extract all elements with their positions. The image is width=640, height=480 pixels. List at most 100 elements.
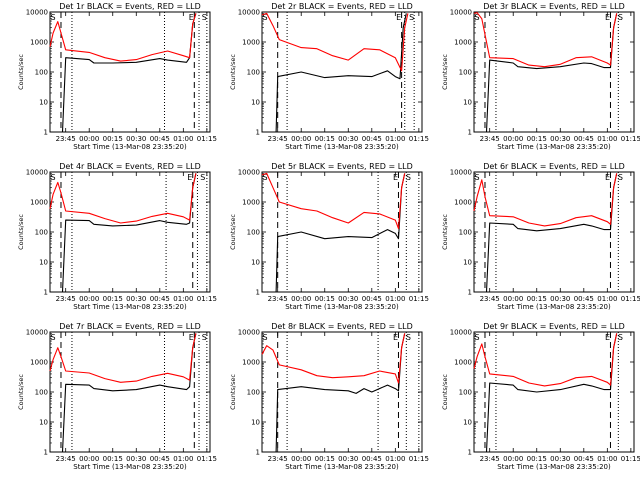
- x-tick-label: 23:45: [480, 295, 500, 303]
- plot-frame: [49, 331, 211, 453]
- y-tick-label: 10: [251, 259, 260, 267]
- y-tick-label: 1: [256, 289, 260, 297]
- y-tick-label: 1000: [242, 39, 260, 47]
- x-tick-label: 00:00: [291, 295, 311, 303]
- x-tick-label: 23:45: [268, 135, 288, 143]
- x-tick-label: 00:30: [550, 135, 570, 143]
- detector-panel-6: Det 6r BLACK = Events, RED = LLD 1 10 100 10…: [441, 162, 640, 311]
- x-tick-label: 01:00: [173, 295, 193, 303]
- x-tick-label: 00:30: [338, 455, 358, 463]
- lld-series-line: [261, 12, 409, 72]
- x-tick-label: 00:30: [550, 455, 570, 463]
- corner-label: S: [262, 173, 267, 182]
- x-tick-label: 00:00: [503, 295, 523, 303]
- corner-label: S: [200, 173, 205, 182]
- x-tick-label: 00:45: [150, 295, 170, 303]
- x-axis-label: Start Time (13-Mar-08 23:35:20): [497, 463, 611, 471]
- plot-frame: [261, 11, 423, 133]
- lld-series-line: [473, 333, 618, 387]
- x-tick-label: 01:00: [385, 455, 405, 463]
- detector-panel-7: Det 7r BLACK = Events, RED = LLD 1 10 100 10…: [17, 322, 217, 471]
- events-series-line: [474, 173, 618, 293]
- y-tick-label: 100: [35, 69, 48, 77]
- detector-panel-9: Det 9r BLACK = Events, RED = LLD 1 10 100 10…: [441, 322, 640, 471]
- corner-label: E: [605, 333, 610, 342]
- x-tick-label: 00:45: [574, 295, 594, 303]
- detector-panel-4: Det 4r BLACK = Events, RED = LLD 1 10 100 10…: [17, 162, 217, 311]
- x-tick-label: 01:00: [597, 295, 617, 303]
- y-tick-label: 1: [468, 289, 472, 297]
- corner-label: E: [396, 13, 401, 22]
- y-tick-label: 10: [463, 259, 472, 267]
- y-tick-label: 100: [247, 69, 260, 77]
- x-tick-label: 00:00: [503, 135, 523, 143]
- y-tick-label: 10000: [238, 9, 260, 17]
- x-tick-label: 00:15: [103, 135, 123, 143]
- x-tick-label: 00:30: [338, 135, 358, 143]
- y-tick-label: 10: [251, 419, 260, 427]
- y-axis-label: Counts/sec: [17, 374, 25, 410]
- x-tick-label: 23:45: [56, 295, 76, 303]
- plot-frame: [49, 171, 211, 293]
- corner-label: S: [202, 333, 207, 342]
- x-axis-label: Start Time (13-Mar-08 23:35:20): [497, 143, 611, 151]
- y-tick-label: 1: [44, 129, 48, 137]
- y-tick-label: 100: [459, 229, 472, 237]
- x-axis-label: Start Time (13-Mar-08 23:35:20): [285, 463, 399, 471]
- y-tick-label: 10: [463, 99, 472, 107]
- corner-label: S: [409, 13, 414, 22]
- x-axis-label: Start Time (13-Mar-08 23:35:20): [497, 303, 611, 311]
- x-axis-label: Start Time (13-Mar-08 23:35:20): [285, 303, 399, 311]
- detector-panel-1: Det 1r BLACK = Events, RED = LLD 1 10 100 10…: [17, 2, 217, 151]
- corner-label: E: [605, 173, 610, 182]
- x-tick-label: 00:30: [338, 295, 358, 303]
- x-tick-label: 00:00: [79, 135, 99, 143]
- y-tick-label: 1: [468, 129, 472, 137]
- corner-label: S: [406, 333, 411, 342]
- x-tick-label: 01:15: [197, 295, 217, 303]
- corner-label: S: [474, 173, 479, 182]
- y-tick-label: 10: [251, 99, 260, 107]
- x-tick-label: 00:45: [362, 295, 382, 303]
- y-axis-label: Counts/sec: [441, 374, 449, 410]
- corner-label: E: [393, 333, 398, 342]
- y-tick-label: 10: [39, 419, 48, 427]
- x-tick-label: 23:45: [480, 135, 500, 143]
- x-tick-label: 00:45: [150, 135, 170, 143]
- corner-label: S: [50, 333, 55, 342]
- detector-panel-8: Det 8r BLACK = Events, RED = LLD 1 10 100 10…: [229, 322, 429, 471]
- corner-label: S: [50, 173, 55, 182]
- y-tick-label: 1: [256, 129, 260, 137]
- y-tick-label: 1000: [242, 359, 260, 367]
- x-tick-label: 01:15: [409, 295, 429, 303]
- corner-label: S: [474, 333, 479, 342]
- corner-label: S: [474, 13, 479, 22]
- x-tick-label: 01:00: [385, 295, 405, 303]
- y-tick-label: 100: [35, 229, 48, 237]
- corner-label: S: [618, 13, 623, 22]
- lld-series-line: [49, 333, 197, 383]
- x-tick-label: 00:30: [126, 455, 146, 463]
- events-series-line: [262, 173, 406, 293]
- events-series-line: [474, 13, 618, 133]
- y-tick-label: 100: [247, 229, 260, 237]
- y-tick-label: 1000: [454, 199, 472, 207]
- x-tick-label: 00:30: [126, 295, 146, 303]
- y-tick-label: 10000: [450, 329, 472, 337]
- x-tick-label: 00:30: [126, 135, 146, 143]
- x-tick-label: 00:45: [574, 455, 594, 463]
- x-tick-label: 01:15: [621, 135, 640, 143]
- y-tick-label: 1000: [30, 199, 48, 207]
- y-axis-label: Counts/sec: [441, 54, 449, 90]
- events-series-line: [474, 333, 618, 453]
- y-tick-label: 1000: [454, 39, 472, 47]
- y-tick-label: 1000: [454, 359, 472, 367]
- x-tick-label: 01:00: [173, 135, 193, 143]
- x-tick-label: 01:00: [385, 135, 405, 143]
- y-tick-label: 10: [39, 259, 48, 267]
- panel-title: Det 1r BLACK = Events, RED = LLD: [59, 2, 201, 11]
- x-tick-label: 00:00: [79, 455, 99, 463]
- x-tick-label: 01:15: [197, 135, 217, 143]
- events-series-line: [50, 333, 197, 453]
